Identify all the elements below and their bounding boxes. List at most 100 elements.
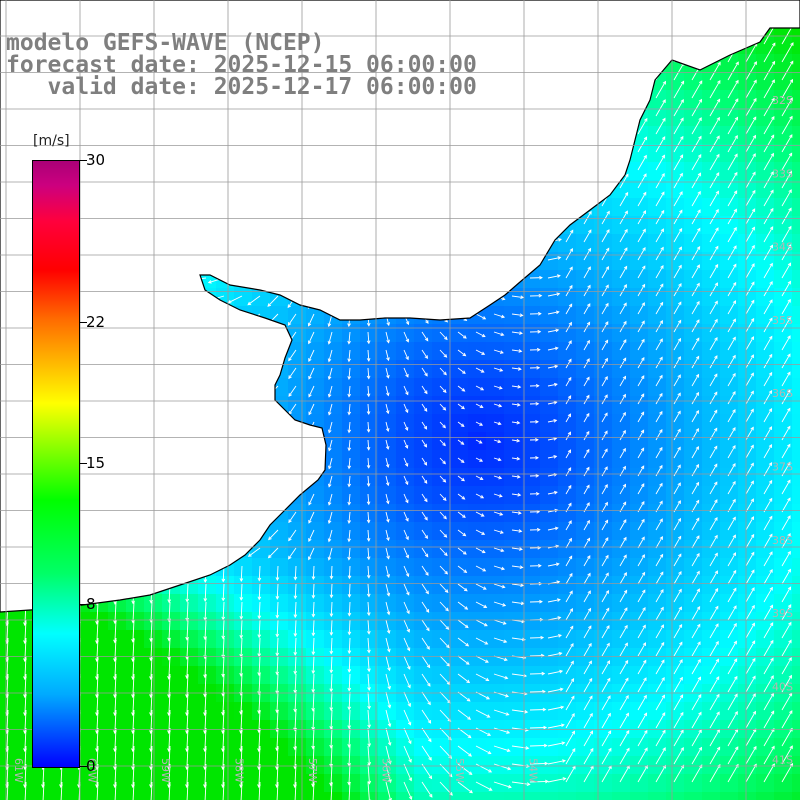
wind-arrow: [421, 637, 430, 650]
wind-arrow: [601, 572, 609, 585]
wind-arrow: [257, 583, 262, 601]
field-cell: [396, 378, 414, 396]
wind-arrow: [547, 490, 558, 495]
lon-label: 56W: [380, 758, 393, 783]
wind-arrow: [637, 210, 647, 225]
wind-arrow: [547, 741, 566, 747]
wind-arrow: [691, 98, 702, 117]
field-cell: [486, 612, 504, 630]
wind-arrow: [727, 640, 737, 657]
wind-arrow: [288, 511, 297, 524]
wind-arrow: [565, 713, 575, 729]
wind-arrow: [565, 303, 573, 315]
field-cell: [342, 756, 360, 774]
wind-arrow: [583, 695, 593, 711]
wind-arrow: [763, 244, 773, 261]
wind-arrow: [763, 444, 773, 459]
wind-arrow: [655, 410, 663, 423]
field-cell: [540, 486, 558, 504]
wind-arrow: [691, 552, 700, 567]
wind-arrow: [727, 569, 737, 585]
wind-arrow: [421, 457, 428, 466]
field-cell: [288, 738, 306, 756]
wind-arrow: [475, 601, 488, 608]
wind-arrow: [511, 313, 524, 317]
field-cell: [612, 738, 630, 756]
field-cell: [702, 756, 720, 774]
field-cell: [198, 702, 216, 720]
field-cell: [720, 612, 738, 630]
field-cell: [648, 126, 666, 144]
wind-arrow: [781, 674, 792, 693]
wind-arrow: [709, 208, 719, 225]
field-cell: [612, 288, 630, 306]
wind-arrow: [367, 691, 371, 710]
wind-arrow: [421, 745, 432, 761]
lat-label: 37S: [772, 461, 793, 474]
wind-arrow: [619, 465, 626, 477]
wind-arrow: [709, 61, 721, 81]
wind-arrow: [781, 170, 792, 189]
field-cell: [378, 450, 396, 468]
wind-arrow: [691, 427, 699, 441]
wind-arrow: [327, 475, 333, 488]
field-cell: [720, 396, 738, 414]
field-cell: [360, 432, 378, 450]
wind-arrow: [619, 447, 626, 459]
field-cell: [738, 54, 756, 72]
field-cell: [738, 666, 756, 684]
wind-arrow: [673, 641, 683, 657]
wind-arrow: [547, 598, 561, 603]
wind-arrow: [221, 637, 225, 659]
wind-arrow: [691, 570, 700, 585]
wind-arrow: [293, 637, 298, 656]
field-cell: [630, 450, 648, 468]
field-cell: [612, 558, 630, 576]
wind-arrow: [439, 619, 450, 630]
field-cell: [306, 558, 324, 576]
field-cell: [540, 792, 558, 800]
field-cell: [90, 792, 108, 800]
field-cell: [648, 432, 666, 450]
wind-arrow: [311, 673, 316, 693]
field-cell: [324, 558, 342, 576]
field-cell: [738, 324, 756, 342]
wind-arrow: [637, 589, 646, 603]
wind-arrow: [691, 373, 700, 387]
field-cell: [774, 108, 792, 126]
field-cell: [324, 468, 342, 486]
field-cell: [720, 720, 738, 738]
wind-arrow: [709, 499, 718, 513]
wind-arrow: [529, 437, 539, 442]
field-cell: [630, 540, 648, 558]
wind-arrow: [421, 619, 430, 632]
wind-arrow: [565, 484, 572, 495]
wind-arrow: [583, 430, 590, 441]
field-cell: [648, 486, 666, 504]
wind-arrow: [691, 264, 700, 279]
field-cell: [234, 702, 252, 720]
field-cell: [90, 630, 108, 648]
field-cell: [702, 666, 720, 684]
wind-arrow: [655, 676, 665, 693]
field-cell: [540, 360, 558, 378]
field-cell: [684, 522, 702, 540]
wind-arrow: [293, 619, 298, 637]
field-cell: [612, 342, 630, 360]
wind-arrow: [763, 675, 774, 693]
field-cell: [702, 468, 720, 486]
field-cell: [522, 540, 540, 558]
wind-arrow: [745, 336, 755, 351]
wind-arrow: [619, 554, 627, 567]
wind-arrow: [637, 393, 645, 405]
wind-arrow: [529, 455, 539, 460]
field-cell: [720, 504, 738, 522]
field-cell: [756, 594, 774, 612]
field-cell: [648, 504, 666, 522]
wind-arrow: [457, 691, 471, 702]
field-cell: [360, 576, 378, 594]
field-cell: [378, 558, 396, 576]
wind-arrow: [565, 284, 573, 297]
wind-arrow: [727, 98, 739, 117]
field-cell: [72, 774, 90, 792]
